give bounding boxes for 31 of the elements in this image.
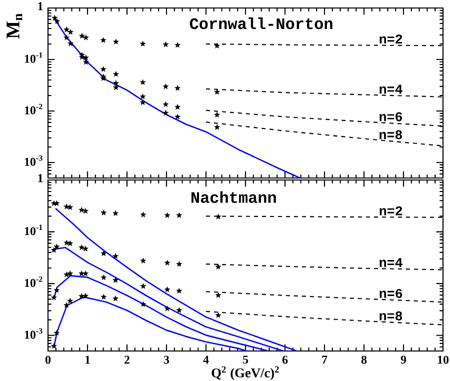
series-label: n=8	[380, 130, 402, 140]
x-tick-label: 8	[361, 356, 367, 364]
x-tick-label: 4	[203, 356, 209, 364]
x-tick-label: 6	[282, 356, 288, 364]
x-tick-label: 9	[400, 356, 406, 364]
series-label: n=8	[380, 311, 402, 320]
y-tick-label: 10$^{-3}$	[24, 155, 42, 166]
text: Nachtmann	[191, 191, 276, 203]
series-label: n=2	[380, 206, 402, 216]
chart-title: Cornwall-Norton	[190, 17, 332, 30]
x-tick-label: 0	[45, 356, 51, 364]
x-tick-label: 1	[85, 356, 90, 364]
y-axis-title: M$_{n}$	[6, 14, 22, 39]
series-label: n=4	[380, 258, 402, 267]
y-tick-label: 10$^{-1}$	[24, 52, 42, 63]
y-tick-label: 10$^{-1}$	[24, 224, 42, 236]
y-tick-label: 10$^{-3}$	[24, 328, 42, 339]
series-label: n=4	[380, 84, 402, 94]
x-axis-title: Q$^{2}$ (GeV/c)$^{2}$	[212, 366, 279, 380]
x-tick-label: 7	[322, 356, 328, 364]
x-tick-label: 5	[242, 356, 248, 364]
x-tick-label: 3	[164, 356, 170, 364]
series-label: n=6	[380, 288, 402, 298]
series-label: n=6	[380, 112, 402, 122]
y-tick-label: 10$^{-2}$	[24, 276, 42, 287]
y-tick-label: 1	[38, 2, 43, 10]
y-tick-label: 1	[38, 174, 43, 182]
x-tick-label: 2	[124, 356, 130, 364]
series-label: n=2	[380, 34, 402, 44]
x-tick-label: 10	[438, 356, 449, 364]
y-tick-label: 10$^{-2}$	[24, 104, 42, 114]
